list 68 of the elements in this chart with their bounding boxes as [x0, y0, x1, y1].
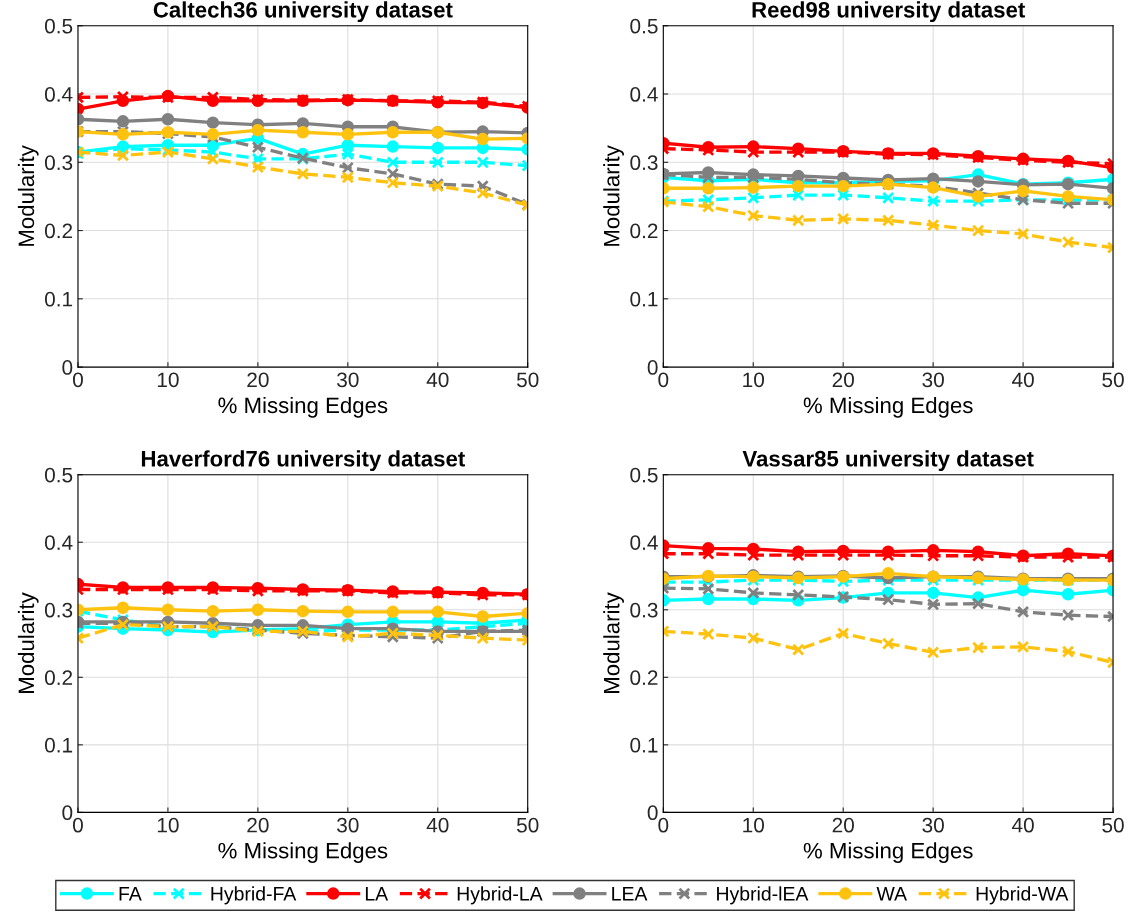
x-tick-label: 30 [337, 372, 359, 388]
legend-label: Hybrid-lEA [717, 886, 809, 905]
y-tick-label: 0.4 [44, 87, 73, 102]
x-tick-label: 0 [658, 817, 669, 833]
x-tick-label: 0 [658, 372, 669, 388]
x-tick-label: 30 [922, 372, 944, 388]
y-tick-label: 0.2 [630, 670, 658, 686]
legend-label: Hybrid-FA [211, 886, 297, 905]
y-tick-label: 0.3 [630, 602, 658, 618]
x-tick-label: 40 [426, 817, 449, 833]
legend-label: LA [365, 887, 389, 901]
x-tick-label: 40 [1012, 372, 1034, 388]
x-axis-title: % Missing Edges [218, 396, 388, 418]
x-tick-label: 10 [743, 372, 765, 388]
y-tick-label: 0.1 [44, 737, 73, 753]
y-axis-title: Modularity [17, 592, 39, 693]
y-tick-label: 0.4 [630, 87, 658, 102]
y-tick-label: 0.2 [630, 223, 658, 239]
y-tick-label: 0.5 [44, 467, 73, 483]
x-tick-label: 50 [516, 817, 539, 833]
y-tick-label: 0.2 [44, 670, 73, 686]
x-tick-label: 0 [72, 372, 83, 388]
y-tick-label: 0.3 [44, 155, 73, 171]
y-tick-label: 0.5 [630, 467, 658, 483]
x-tick-label: 50 [1102, 372, 1124, 388]
x-tick-label: 30 [337, 817, 359, 833]
chart-title: Reed98 university dataset [752, 1, 1026, 23]
y-tick-label: 0.4 [44, 535, 73, 550]
y-tick-label: 0 [647, 360, 658, 375]
x-tick-label: 40 [426, 372, 449, 388]
y-tick-label: 0.5 [630, 18, 658, 34]
legend-label: LEA [612, 887, 648, 901]
x-axis-title: % Missing Edges [803, 842, 973, 863]
x-tick-label: 10 [157, 372, 179, 388]
legend-label: FA [119, 887, 142, 901]
y-tick-label: 0.2 [44, 223, 73, 239]
y-tick-label: 0 [647, 805, 658, 821]
y-axis-title: Modularity [17, 145, 39, 246]
x-tick-label: 10 [157, 817, 179, 833]
y-tick-label: 0 [62, 805, 73, 821]
x-tick-label: 30 [922, 817, 944, 833]
x-tick-label: 20 [247, 817, 269, 833]
y-tick-label: 0.1 [630, 291, 658, 307]
y-axis-title: Modularity [603, 145, 624, 246]
y-tick-label: 0 [62, 360, 73, 375]
y-tick-label: 0.5 [44, 18, 73, 34]
x-tick-label: 20 [247, 372, 269, 388]
x-tick-label: 20 [832, 817, 854, 833]
y-tick-label: 0.4 [630, 535, 658, 550]
x-tick-label: 50 [1102, 817, 1124, 833]
legend-label: Hybrid-WA [976, 886, 1069, 905]
chart-title: Caltech36 university dataset [153, 1, 453, 23]
y-axis-title: Modularity [603, 592, 624, 693]
x-tick-label: 10 [743, 817, 765, 833]
y-tick-label: 0.1 [44, 291, 73, 307]
y-tick-label: 0.3 [44, 602, 73, 618]
y-tick-label: 0.1 [630, 737, 658, 753]
x-tick-label: 0 [72, 817, 83, 833]
legend-label: Hybrid-LA [457, 886, 543, 905]
x-axis-title: % Missing Edges [803, 396, 973, 418]
chart-title: Haverford76 university dataset [141, 450, 465, 471]
x-tick-label: 40 [1012, 817, 1034, 833]
legend-label: WA [876, 887, 908, 901]
x-tick-label: 50 [516, 372, 539, 388]
x-tick-label: 20 [832, 372, 854, 388]
x-axis-title: % Missing Edges [218, 842, 388, 863]
chart-title: Vassar85 university dataset [742, 450, 1034, 471]
y-tick-label: 0.3 [630, 155, 658, 171]
